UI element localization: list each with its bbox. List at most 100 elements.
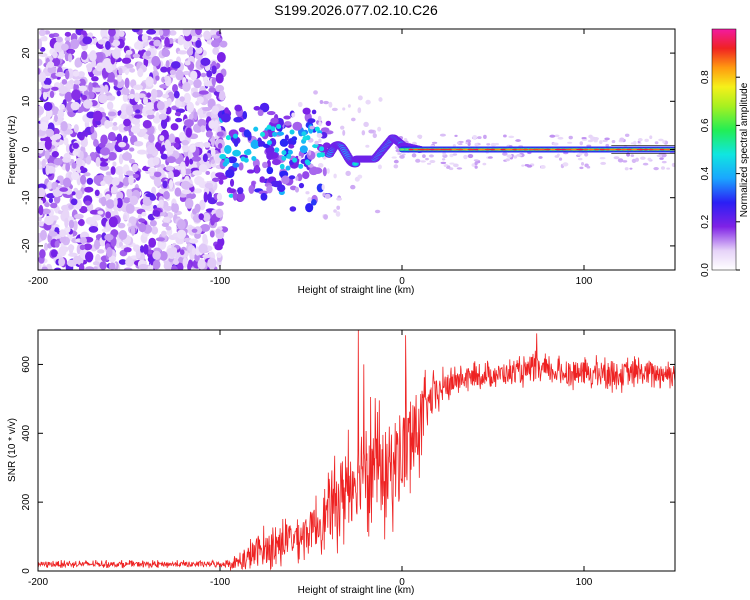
heatmap-cell [281,175,290,185]
heatmap-cell [100,180,106,187]
heatmap-cell [138,263,149,270]
heatmap-cell [439,133,446,137]
heatmap-cell [145,109,155,115]
heatmap-cell [93,266,98,270]
heatmap-cell [216,192,223,201]
heatmap-cell [576,153,583,156]
heatmap-cell [146,92,152,98]
heatmap-cell [302,135,308,141]
heatmap-cell [137,67,144,78]
heatmap-cell [149,219,157,227]
figure-title: S199.2026.077.02.10.C26 [274,2,438,18]
heatmap-cell [60,204,71,212]
heatmap-cell [44,128,55,137]
heatmap-cell [307,118,316,124]
heatmap-cell [118,230,128,241]
heatmap-cell [82,99,93,109]
heatmap-cell [228,188,236,194]
heatmap-cell [116,90,121,97]
heatmap-cell [47,181,53,190]
heatmap-cell [326,168,330,174]
heatmap-cell [50,249,58,258]
heatmap-cell [208,87,216,93]
heatmap-cell [55,36,63,43]
colorbar-tick-label: 0.0 [700,263,711,277]
heatmap-cell [577,157,583,161]
heatmap-cell [643,148,649,151]
heatmap-cell [145,192,155,198]
heatmap-cell [211,65,217,75]
heatmap-cell [168,179,174,190]
heatmap-cell [47,61,55,68]
heatmap-cell [191,228,198,233]
heatmap-cell [161,222,170,227]
heatmap-cell [238,127,246,133]
heatmap-cell [160,153,168,160]
heatmap-cell [187,262,192,270]
heatmap-cell [38,204,44,216]
heatmap-cell [61,78,68,85]
heatmap-cell [161,29,170,37]
heatmap-cell [377,164,382,170]
heatmap-cell [142,119,152,129]
heatmap-cell [333,173,337,179]
heatmap-cell [78,85,88,92]
heatmap-cell [108,262,116,270]
heatmap-cell [181,139,190,146]
heatmap-cell [145,50,152,57]
heatmap-cell [305,191,310,195]
heatmap-cell [68,204,74,210]
heatmap-cell [350,184,356,190]
heatmap-cell [161,48,171,58]
heatmap-cell [298,155,302,160]
heatmap-cell [253,106,261,111]
heatmap-cell [474,148,480,151]
heatmap-cell [124,77,130,89]
snr-plot-area [38,330,675,571]
heatmap-cell [184,198,194,209]
heatmap-cell [88,81,93,93]
heatmap-cell [106,101,114,111]
heatmap-cell [257,109,264,117]
heatmap-cell [297,101,303,108]
heatmap-cell [75,190,83,200]
heatmap-cell [104,233,114,241]
heatmap-cell [365,144,370,148]
heatmap-cell [47,233,52,243]
heatmap-cell [58,85,68,94]
heatmap-cell [272,158,281,166]
heatmap-cell [218,105,225,112]
heatmap-cell [183,92,191,104]
heatmap-cell [70,38,80,50]
heatmap-cell [93,110,103,122]
heatmap-cell [77,219,85,226]
heatmap-cell [675,147,681,153]
heatmap-cell [237,187,244,195]
heatmap-cell [599,156,606,160]
heatmap-cell [104,119,111,129]
heatmap-cell [145,76,154,87]
heatmap-cell [193,78,202,89]
heatmap-cell [203,191,208,203]
heatmap-cell [642,162,649,166]
heatmap-cell [502,152,508,156]
heatmap-cell [453,163,459,168]
heatmap-cell [516,153,523,157]
heatmap-cell [259,102,270,113]
heatmap-cell [251,156,257,162]
heatmap-cell [74,213,84,220]
heatmap-cell [138,218,146,223]
heatmap-cell [73,220,78,232]
heatmap-cell [196,96,204,104]
spectrogram-ytick-label: -20 [21,238,32,253]
heatmap-cell [134,92,140,103]
heatmap-cell [65,143,71,153]
heatmap-cell [266,159,271,169]
heatmap-cell [118,30,125,37]
heatmap-cell [286,153,292,159]
heatmap-cell [189,158,194,165]
heatmap-cell [65,162,71,172]
heatmap-cell [308,166,319,176]
heatmap-cell [39,249,46,259]
heatmap-cell [170,123,179,131]
